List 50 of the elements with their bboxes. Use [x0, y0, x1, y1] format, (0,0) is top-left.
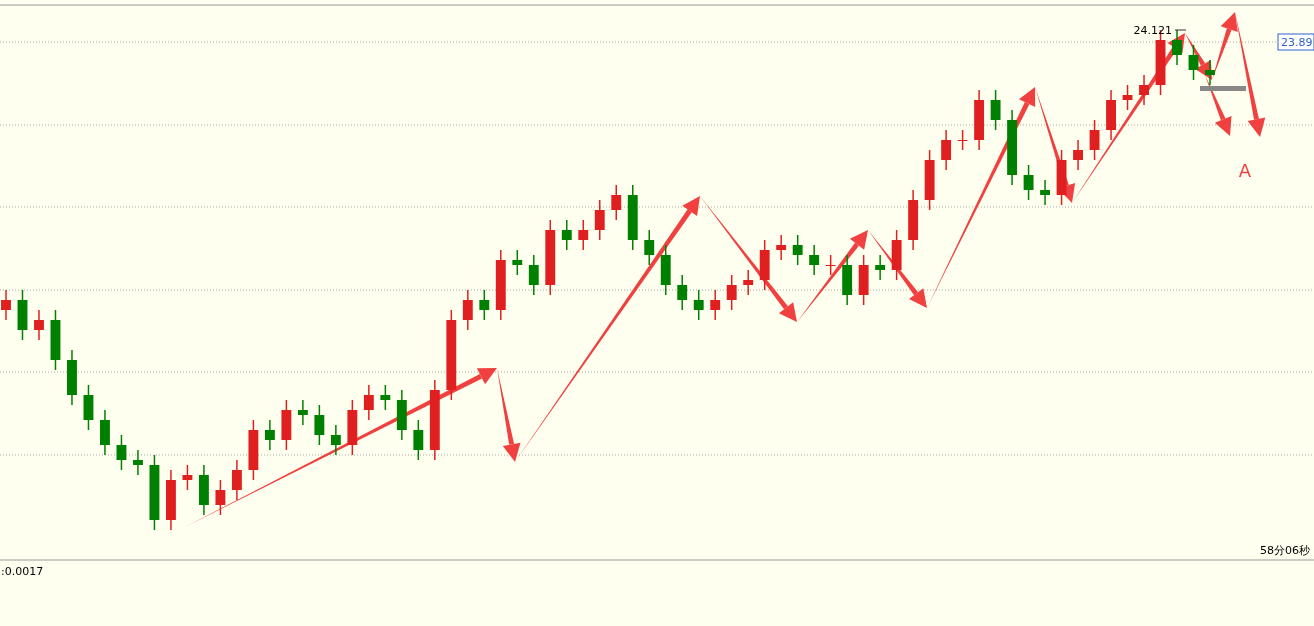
- candlestick: [1, 289, 11, 321]
- text: :0.0017: [1, 565, 44, 578]
- candlestick: [743, 269, 754, 296]
- candlestick: [693, 289, 704, 321]
- candlestick: [1188, 44, 1199, 81]
- text: A: [1238, 160, 1252, 181]
- candlestick: [34, 309, 44, 341]
- candlestick: [561, 219, 572, 251]
- candlestick: [1073, 139, 1084, 171]
- candlestick: [776, 234, 787, 261]
- candlestick: [314, 404, 325, 446]
- candlestick: [413, 419, 424, 461]
- text: 23.89: [1281, 36, 1313, 49]
- text: 58分06秒: [1260, 544, 1310, 557]
- candlestick: [1205, 59, 1215, 86]
- candlestick: [479, 289, 490, 321]
- candlestick: [677, 274, 688, 311]
- candlestick: [1122, 84, 1133, 111]
- candlestick: [726, 274, 737, 311]
- candlestick: [578, 219, 589, 251]
- candlestick: [528, 254, 539, 296]
- candlestick: [462, 289, 473, 331]
- candlestick: [1089, 119, 1100, 161]
- candlestick: [594, 199, 605, 241]
- candlestick: [297, 399, 308, 426]
- candlestick: [1040, 179, 1051, 206]
- candlestick: [215, 479, 226, 516]
- candlestick: [611, 184, 622, 221]
- candlestick: [363, 384, 374, 421]
- annotation: 24.121: [1133, 24, 1172, 37]
- candlestick: [990, 89, 1001, 131]
- candlestick: [330, 424, 341, 456]
- candlestick: [182, 464, 193, 491]
- candlestick: [644, 229, 655, 266]
- candlestick: [1172, 29, 1182, 66]
- candlestick: [710, 289, 721, 321]
- candlestick: [116, 434, 127, 471]
- candlestick: [957, 129, 968, 151]
- candlestick: [1023, 164, 1034, 201]
- candlestick: [133, 449, 143, 476]
- candlestick: [792, 234, 803, 266]
- candlestick: [231, 459, 242, 501]
- candlestick: [1139, 74, 1149, 106]
- candlestick: [809, 244, 820, 276]
- candlestick: [825, 254, 836, 276]
- candlestick: [512, 249, 523, 276]
- candlestick: [875, 254, 886, 281]
- candlestick: [941, 129, 952, 171]
- candlestick: [380, 384, 391, 411]
- candlestick: [264, 419, 275, 451]
